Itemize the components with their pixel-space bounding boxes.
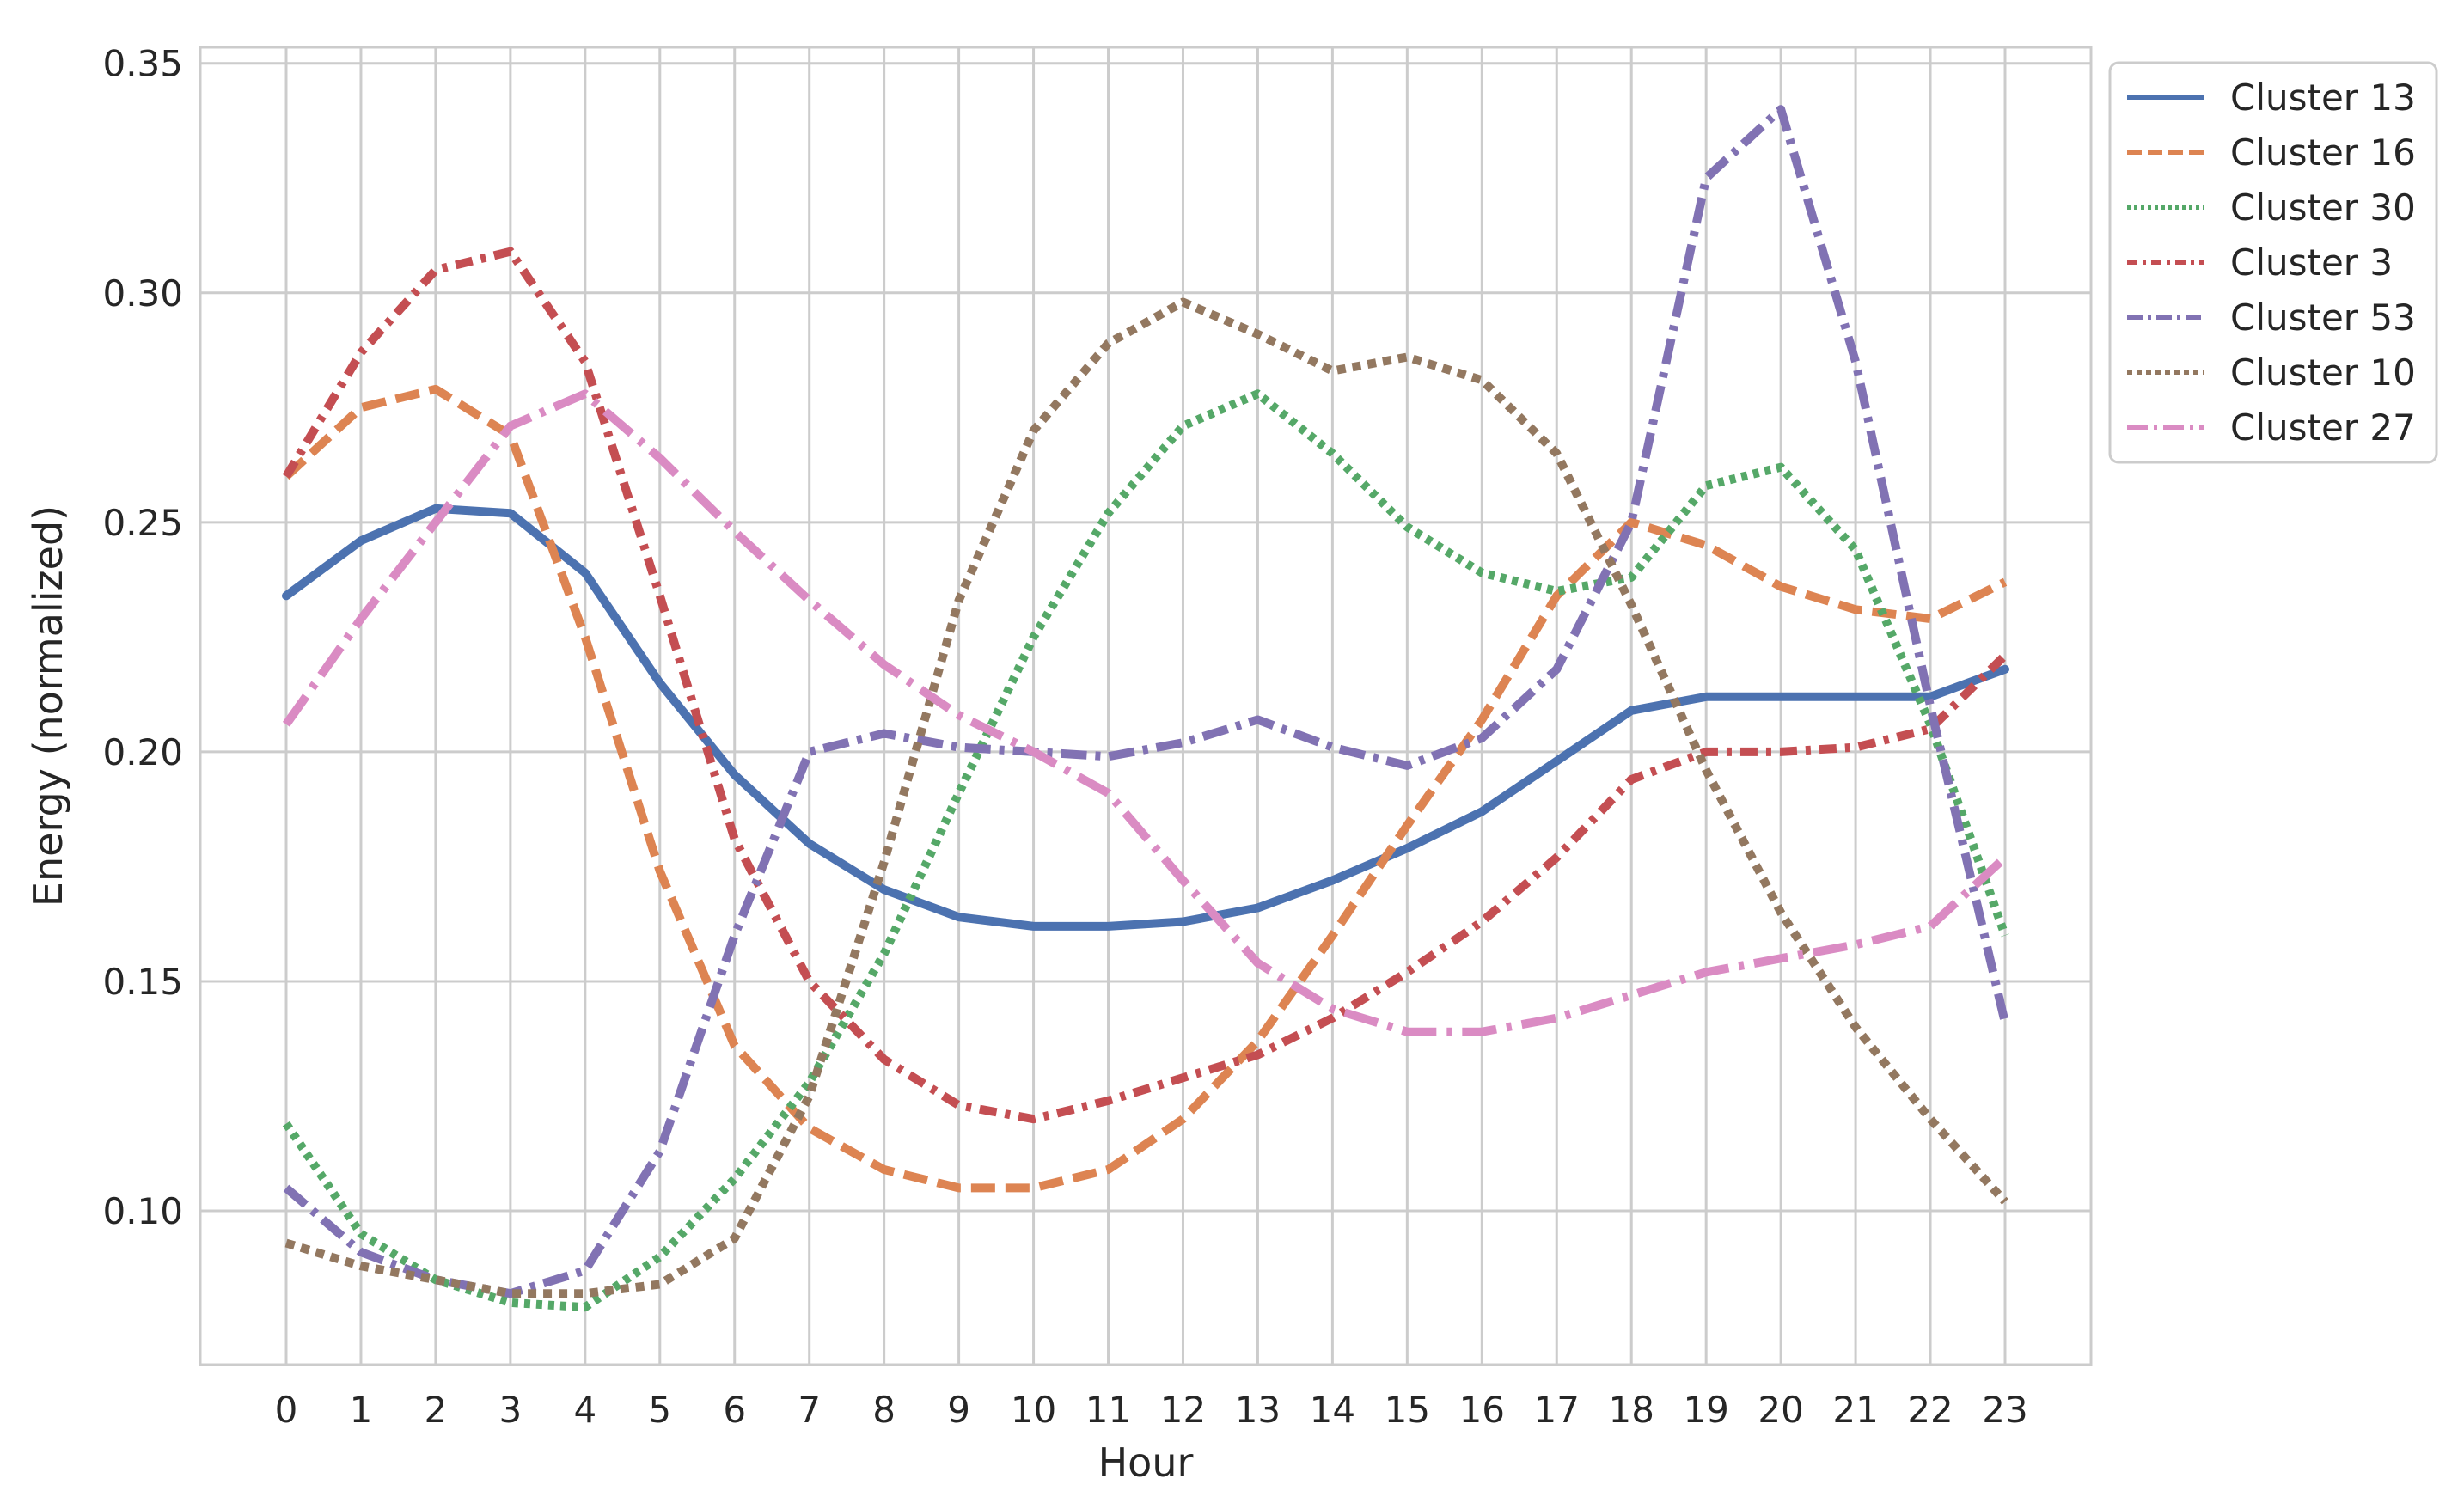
x-tick-label: 6: [723, 1389, 746, 1431]
y-tick-label: 0.10: [102, 1190, 183, 1232]
x-tick-label: 4: [573, 1389, 596, 1431]
x-tick-label: 8: [872, 1389, 896, 1431]
series-line-cluster-30: [282, 389, 2009, 1312]
x-tick-label: 10: [1011, 1389, 1056, 1431]
x-tick-label: 18: [1608, 1389, 1654, 1431]
legend-label: Cluster 13: [2230, 76, 2416, 119]
x-tick-label: 7: [798, 1389, 821, 1431]
x-tick-label: 23: [1982, 1389, 2027, 1431]
x-tick-label: 5: [648, 1389, 671, 1431]
series-line-cluster-10: [284, 297, 2008, 1298]
x-tick-label: 20: [1758, 1389, 1803, 1431]
legend: Cluster 13 Cluster 16 Cluster 30 Cluster 3 C…: [2108, 61, 2438, 464]
series-line-cluster-16: [283, 384, 2008, 1193]
legend-label: Cluster 16: [2230, 131, 2416, 174]
y-tick-label: 0.25: [102, 502, 183, 544]
x-tick-labels: 0 1 2 3 4 5 6 7 8 9 10 11 12 13 14 15 16 17 18 19 20 21 22 23: [275, 1389, 2028, 1431]
y-tick-label: 0.15: [102, 961, 183, 1003]
x-tick-label: 0: [275, 1389, 298, 1431]
y-axis-title: Energy (normalized): [25, 505, 71, 907]
series-line-cluster-53: [283, 105, 2009, 1298]
legend-label: Cluster 10: [2230, 351, 2416, 394]
series-line-cluster-13: [282, 504, 2009, 931]
x-tick-label: 19: [1683, 1389, 1728, 1431]
series-line-cluster-3: [282, 247, 2008, 1124]
x-tick-label: 9: [947, 1389, 970, 1431]
x-axis-title: Hour: [1098, 1439, 1194, 1486]
series-line-cluster-27: [282, 389, 2008, 1036]
legend-box: [2108, 61, 2438, 464]
x-tick-label: 15: [1385, 1389, 1430, 1431]
plot-frame: [199, 46, 2093, 1366]
series-lines: [282, 105, 2009, 1312]
x-tick-label: 13: [1235, 1389, 1281, 1431]
grid-lines: [200, 47, 2091, 1365]
x-tick-label: 22: [1907, 1389, 1953, 1431]
x-tick-label: 1: [350, 1389, 373, 1431]
x-tick-label: 17: [1534, 1389, 1580, 1431]
x-tick-label: 12: [1160, 1389, 1206, 1431]
x-tick-label: 11: [1085, 1389, 1131, 1431]
x-tick-label: 3: [499, 1389, 523, 1431]
y-tick-label: 0.20: [102, 731, 183, 773]
x-tick-label: 2: [425, 1389, 448, 1431]
legend-label: Cluster 3: [2230, 241, 2393, 284]
y-tick-labels: 0.10 0.15 0.20 0.25 0.30 0.35: [102, 43, 183, 1232]
x-tick-label: 16: [1459, 1389, 1505, 1431]
legend-label: Cluster 53: [2230, 296, 2416, 339]
legend-label: Cluster 27: [2230, 406, 2416, 449]
y-tick-label: 0.30: [102, 272, 183, 315]
x-tick-label: 14: [1310, 1389, 1355, 1431]
y-tick-label: 0.35: [102, 43, 183, 85]
x-tick-label: 21: [1832, 1389, 1878, 1431]
legend-label: Cluster 30: [2230, 186, 2416, 229]
